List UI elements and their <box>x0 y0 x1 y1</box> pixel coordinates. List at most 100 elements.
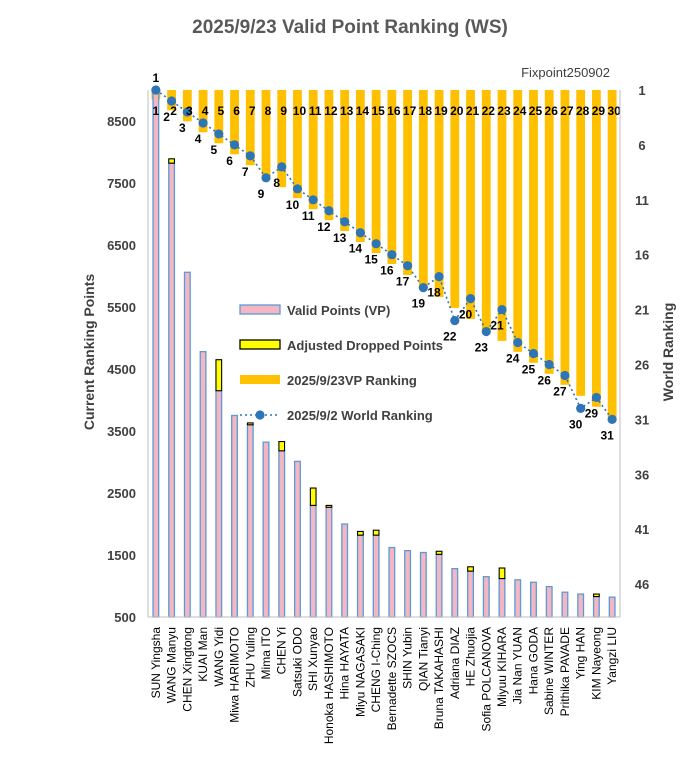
y2-tick-label: 16 <box>635 248 649 263</box>
vp-ranking-label: 1 <box>153 104 160 118</box>
ranking-bar <box>450 90 460 308</box>
vp-ranking-label: 30 <box>607 104 621 118</box>
valid-points-bar <box>404 550 412 618</box>
world-ranking-label: 6 <box>226 154 233 168</box>
category-label: Miyu NAGASAKI <box>353 627 367 717</box>
world-ranking-point <box>355 228 365 238</box>
world-ranking-label: 31 <box>600 428 614 442</box>
ranking-bar <box>293 90 302 199</box>
world-ranking-point <box>167 96 177 106</box>
ranking-bar <box>591 90 601 407</box>
world-ranking-label: 20 <box>459 308 473 322</box>
chart-title: 2025/9/23 Valid Point Ranking (WS) <box>192 17 508 38</box>
world-ranking-label: 16 <box>380 264 394 278</box>
world-ranking-point <box>450 315 460 326</box>
legend-swatch-valid-points <box>239 304 281 315</box>
adjusted-dropped-bar <box>498 567 506 580</box>
y-tick-label: 500 <box>114 610 136 625</box>
world-ranking-point <box>465 294 476 304</box>
valid-points-bar <box>467 570 475 618</box>
ranking-bar <box>355 90 365 243</box>
world-ranking-label: 14 <box>349 242 363 256</box>
vp-ranking-label: 18 <box>419 104 433 118</box>
legend-swatch-adjusted <box>239 339 281 350</box>
category-label: Honoka HASHIMOTO <box>322 627 336 744</box>
ranking-bar <box>277 90 287 188</box>
vp-ranking-label: 6 <box>233 104 240 118</box>
world-ranking-label: 13 <box>333 231 347 245</box>
valid-points-bar <box>293 460 301 618</box>
vp-ranking-label: 4 <box>202 104 209 118</box>
world-ranking-label: 8 <box>273 176 280 190</box>
world-ranking-point <box>182 107 192 117</box>
y2-tick-label: 41 <box>635 522 649 537</box>
world-ranking-point <box>481 326 491 337</box>
valid-points-bar <box>561 591 569 618</box>
valid-points-bar <box>341 523 349 618</box>
world-ranking-point <box>371 239 381 249</box>
world-ranking-point <box>513 337 523 348</box>
vp-ranking-label: 9 <box>280 104 287 118</box>
ranking-bar <box>418 90 428 286</box>
category-label: WANG Manyu <box>165 627 179 703</box>
world-ranking-label: 15 <box>364 253 378 267</box>
vp-ranking-label: 26 <box>545 104 559 118</box>
valid-points-bar <box>372 534 380 618</box>
world-ranking-label: 12 <box>317 220 331 234</box>
category-label: WANG Yidi <box>212 627 226 687</box>
world-ranking-point <box>403 261 413 271</box>
valid-points-bar <box>168 162 176 618</box>
y2-tick-label: 11 <box>635 193 649 208</box>
ranking-bar <box>387 90 397 265</box>
y-tick-label: 4500 <box>107 362 136 377</box>
world-ranking-label: 19 <box>412 297 426 311</box>
y2-tick-label: 21 <box>635 303 649 318</box>
world-ranking-label: 1 <box>153 71 160 85</box>
y2-tick-label: 46 <box>635 577 649 592</box>
vp-ranking-label: 3 <box>186 104 193 118</box>
vp-ranking-label: 19 <box>434 104 448 118</box>
world-ranking-label: 21 <box>490 319 504 333</box>
category-label: Mima ITO <box>259 627 273 679</box>
world-ranking-point <box>261 173 271 183</box>
world-ranking-label: 4 <box>195 132 202 146</box>
world-ranking-point <box>544 359 554 370</box>
category-label: Miyuu KIHARA <box>495 627 509 707</box>
category-label: Ying HAN <box>574 627 588 679</box>
category-label: Prithika PAVADE <box>558 627 572 716</box>
world-ranking-point <box>324 206 334 216</box>
category-label: CHEN Xingtong <box>180 627 194 712</box>
y-tick-label: 1500 <box>107 548 136 563</box>
world-ranking-point <box>528 348 539 359</box>
valid-points-bar <box>215 390 223 618</box>
world-ranking-point <box>151 85 161 95</box>
ranking-bar <box>529 90 538 363</box>
world-ranking-point <box>308 195 318 205</box>
vp-ranking-label: 27 <box>560 104 574 118</box>
category-label: Satsuki ODO <box>290 627 304 697</box>
vp-ranking-label: 17 <box>403 104 417 118</box>
world-ranking-point <box>418 283 428 293</box>
category-label: Sofia POLCANOVA <box>479 627 493 731</box>
world-ranking-label: 11 <box>302 209 315 223</box>
valid-points-bar <box>592 595 600 618</box>
ranking-bar <box>371 90 381 254</box>
valid-points-bar <box>545 585 553 618</box>
world-ranking-label: 9 <box>258 187 265 201</box>
y-tick-label: 3500 <box>107 424 136 439</box>
valid-points-bar <box>152 89 160 618</box>
valid-points-bar <box>498 577 506 618</box>
category-label: HE Zhuojia <box>464 627 478 687</box>
y2-axis-label: World Ranking <box>660 303 676 402</box>
vp-ranking-label: 7 <box>249 104 256 118</box>
legend-label: Valid Points (VP) <box>287 303 390 318</box>
world-ranking-point <box>292 184 303 194</box>
valid-points-bar <box>183 271 191 618</box>
world-ranking-label: 5 <box>210 143 217 157</box>
y2-tick-label: 1 <box>638 83 645 98</box>
adjusted-dropped-bar <box>467 566 474 572</box>
adjusted-dropped-bar <box>325 504 333 508</box>
adjusted-dropped-bar <box>435 550 443 555</box>
world-ranking-line <box>155 89 613 420</box>
